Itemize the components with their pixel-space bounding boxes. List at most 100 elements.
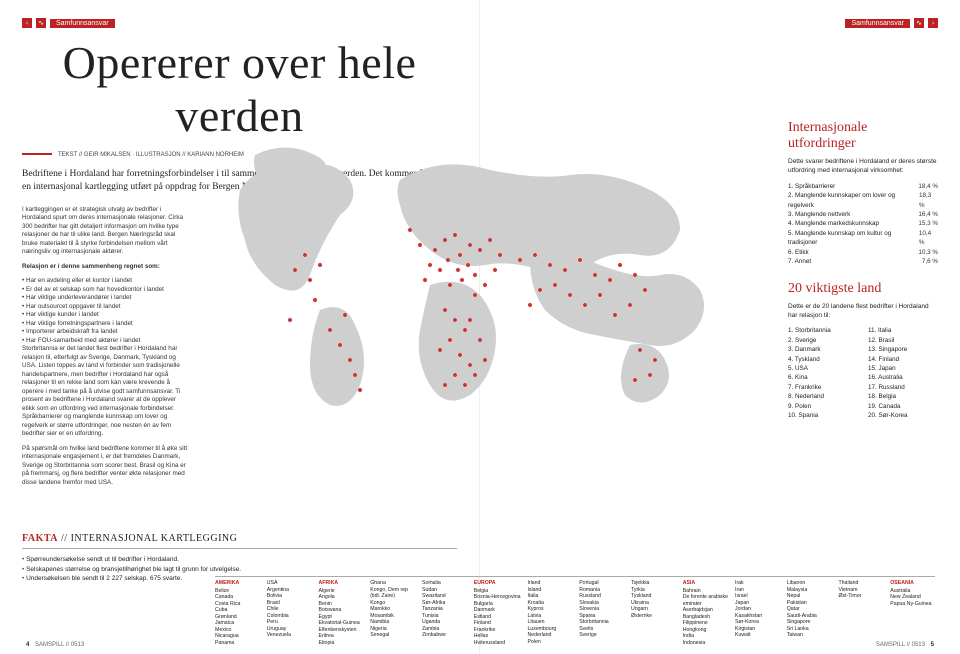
page-footer-left: 4 SAMSPILL // 0513 bbox=[22, 642, 84, 648]
map-dot bbox=[443, 308, 447, 312]
map-dot bbox=[443, 383, 447, 387]
list-item: 18. Belgia bbox=[868, 392, 938, 401]
list-item: 20. Sør-Korea bbox=[868, 411, 938, 420]
map-dot bbox=[433, 248, 437, 252]
map-dot bbox=[568, 293, 572, 297]
country-name: Hviterussland bbox=[474, 640, 521, 647]
map-dot bbox=[453, 233, 457, 237]
map-dot bbox=[288, 318, 292, 322]
list-item: 17. Russland bbox=[868, 383, 938, 392]
list-item: Har en avdeling eller et kontor i landet bbox=[22, 277, 190, 286]
map-dot bbox=[613, 313, 617, 317]
fakta-title-rest: // INTERNASJONAL KARTLEGGING bbox=[58, 533, 237, 544]
list-item: 11. Italia bbox=[868, 326, 938, 335]
country-name: Ekvatorial-Guinea bbox=[319, 620, 364, 627]
chevron-icon: ∿ bbox=[36, 18, 46, 28]
map-dot bbox=[458, 353, 462, 357]
map-dot bbox=[303, 253, 307, 257]
fakta-list: Spørreundersøkelse sendt ut til bedrifte… bbox=[22, 555, 242, 584]
body-subhead: Relasjon er i denne sammenheng regnet so… bbox=[22, 263, 160, 270]
map-dot bbox=[443, 238, 447, 242]
map-dot bbox=[648, 373, 652, 377]
map-dot bbox=[438, 268, 442, 272]
country-name: Øst-Timor bbox=[839, 593, 884, 600]
map-dot bbox=[493, 268, 497, 272]
challenge-pct: 15,3 % bbox=[918, 219, 938, 228]
country-column: GhanaKongo, Dem rep(tidl. Zaire)KongoMar… bbox=[370, 580, 415, 646]
map-svg bbox=[200, 120, 760, 420]
list-item: 19. Canada bbox=[868, 402, 938, 411]
chevron-icon: ‹ bbox=[22, 18, 32, 28]
country-name: Panama bbox=[215, 640, 260, 647]
map-dot bbox=[453, 318, 457, 322]
map-dot bbox=[628, 303, 632, 307]
country-name: Etiopia bbox=[319, 640, 364, 647]
list-item: Undersøkelsen ble sendt til 2 227 selska… bbox=[22, 574, 242, 584]
list-item: 16. Australia bbox=[868, 373, 938, 382]
list-item: 12. Brasil bbox=[868, 336, 938, 345]
list-item: Selskapenes størrelse og bransjetilhørig… bbox=[22, 565, 242, 575]
country-name: Kuwait bbox=[735, 632, 780, 639]
challenge-pct: 7,6 % bbox=[922, 257, 938, 266]
map-dot bbox=[563, 268, 567, 272]
country-name: Senegal bbox=[370, 632, 415, 639]
section-label: Samfunnsansvar bbox=[50, 19, 115, 28]
region-name: ASIA bbox=[683, 580, 728, 587]
region-name: EUROPA bbox=[474, 580, 521, 587]
map-dot bbox=[638, 348, 642, 352]
country-name: Zimbabwe bbox=[422, 632, 467, 639]
map-dot bbox=[598, 293, 602, 297]
section-label: Samfunnsansvar bbox=[845, 19, 910, 28]
country-column: EUROPABelgiaBosnia-HercegovinaBulgariaDa… bbox=[474, 580, 521, 646]
country-name: Østerrike bbox=[631, 613, 676, 620]
list-item: 5. USA bbox=[788, 364, 858, 373]
country-column: AMERIKABelizeCanadaCosta RicaCubaGrønlan… bbox=[215, 580, 260, 646]
world-map bbox=[200, 120, 760, 420]
sidebar-sub: Dette er de 20 landene flest bedrifter i… bbox=[788, 303, 938, 321]
country-column: SomaliaSudanSwazilandSør-AfrikaTanzaniaT… bbox=[422, 580, 467, 646]
map-dot bbox=[578, 258, 582, 262]
list-item: 7. Frankrike bbox=[788, 383, 858, 392]
map-dot bbox=[548, 263, 552, 267]
country-column: LibanonMalaysiaNepalPakistanQatarSaudi-A… bbox=[787, 580, 832, 646]
map-dot bbox=[448, 283, 452, 287]
challenge-label: 4. Manglende markedskunnskap bbox=[788, 219, 879, 228]
map-dot bbox=[553, 283, 557, 287]
list-item: Importerer arbeidskraft fra landet bbox=[22, 328, 190, 337]
map-dot bbox=[483, 283, 487, 287]
challenge-list: 1. Språkbarrierer18,4 %2. Manglende kunn… bbox=[788, 182, 938, 267]
country-index: AMERIKABelizeCanadaCosta RicaCubaGrønlan… bbox=[215, 576, 935, 632]
country-column: TsjekkiaTyrkiaTysklandUkrainaUngarnØster… bbox=[631, 580, 676, 646]
map-dot bbox=[328, 328, 332, 332]
challenge-label: 6. Etikk bbox=[788, 248, 809, 257]
map-dot bbox=[338, 343, 342, 347]
map-dot bbox=[348, 358, 352, 362]
map-dot bbox=[408, 228, 412, 232]
sidebar-sub: Dette svarer bedriftene i Hordaland er d… bbox=[788, 158, 938, 176]
sidebar-heading: 20 viktigste land bbox=[788, 281, 938, 297]
map-dot bbox=[358, 388, 362, 392]
map-dot bbox=[456, 268, 460, 272]
map-dot bbox=[468, 318, 472, 322]
challenge-label: 3. Manglende nettverk bbox=[788, 210, 850, 219]
challenge-row: 2. Manglende kunnskaper om lover og rege… bbox=[788, 191, 938, 210]
map-dot bbox=[468, 363, 472, 367]
map-dot bbox=[528, 303, 532, 307]
list-item: Har viktige forretningspartnere i landet bbox=[22, 320, 190, 329]
challenge-pct: 16,4 % bbox=[918, 210, 938, 219]
map-dot bbox=[473, 373, 477, 377]
body-para: På spørsmål om hvilke land bedriftene ko… bbox=[22, 445, 190, 488]
country-column: USAArgentinaBoliviaBrasilChileColombiaPe… bbox=[267, 580, 312, 646]
country-column: IrakIranIsraelJapanJordanKasakhstanSør-K… bbox=[735, 580, 780, 646]
relation-list: Har en avdeling eller et kontor i landet… bbox=[22, 277, 190, 345]
map-dot bbox=[318, 263, 322, 267]
sidebar-heading: Internasjonale utfordringer bbox=[788, 120, 938, 152]
map-dot bbox=[353, 373, 357, 377]
list-item: Har viktige kunder i landet bbox=[22, 311, 190, 320]
section-tag-right: Samfunnsansvar ∿ › bbox=[502, 18, 938, 28]
magazine-spread: ‹ ∿ Samfunnsansvar Opererer over hele ve… bbox=[0, 0, 960, 654]
country-column: AFRIKAAlgerieAngolaBeninBotswanaEgyptEkv… bbox=[319, 580, 364, 646]
map-dot bbox=[313, 298, 317, 302]
country-name: De forente arabiske bbox=[683, 594, 728, 601]
challenge-pct: 18,3 % bbox=[919, 191, 938, 210]
